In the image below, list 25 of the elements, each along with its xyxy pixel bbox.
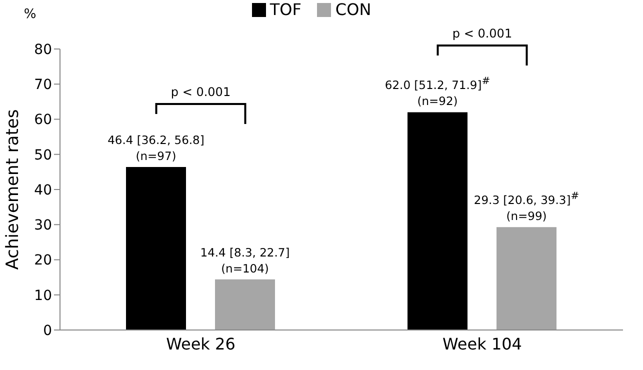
text: 62.0 [51.2, 71.9]$^{#}$ (n=92)	[384, 76, 490, 108]
bar	[215, 279, 275, 330]
y-tick-label: 30	[34, 218, 52, 234]
x-tick-label: Week 104	[442, 334, 522, 354]
bar	[496, 227, 556, 330]
text: %	[24, 7, 36, 22]
y-tick-label: 80	[34, 42, 52, 58]
text: p < 0.001	[452, 26, 512, 40]
annotation: p < 0.001	[170, 85, 231, 99]
bar	[126, 167, 186, 330]
y-axis-title: Achievement rates	[3, 109, 24, 270]
y-tick-label: 40	[34, 182, 52, 198]
data-label: 46.4 [36.2, 56.8] (n=97)	[108, 133, 204, 164]
data-label: 14.4 [8.3, 22.7] (n=104)	[200, 245, 290, 276]
legend-label: TOF	[270, 0, 302, 19]
y-tick-label: 60	[34, 112, 52, 128]
y-tick-label: 20	[34, 252, 52, 269]
y-tick-label: 0	[43, 322, 52, 339]
bar	[408, 112, 468, 330]
text: 29.3 [20.6, 39.3]$^{#}$ (n=99)	[474, 190, 580, 224]
legend-label: CON	[335, 0, 372, 19]
y-tick-label: 70	[34, 77, 52, 94]
y-tick-label: 10	[34, 288, 52, 304]
x-tick-label: Week 26	[166, 334, 236, 354]
y-tick-label: 50	[34, 147, 52, 164]
